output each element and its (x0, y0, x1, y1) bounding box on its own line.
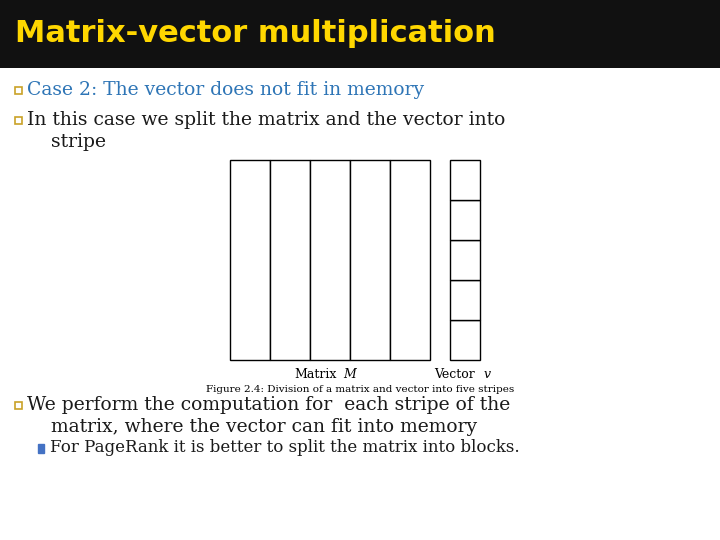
Text: v: v (483, 368, 490, 381)
Bar (450, 240, 480, 280)
Bar (38, 444, 44, 453)
Text: For PageRank it is better to split the matrix into blocks.: For PageRank it is better to split the m… (50, 440, 520, 456)
Text: Matrix-vector multiplication: Matrix-vector multiplication (15, 19, 496, 49)
Text: Vector: Vector (435, 368, 475, 381)
Bar (15, 117, 22, 124)
Bar (450, 280, 480, 320)
Text: Case 2: The vector does not fit in memory: Case 2: The vector does not fit in memor… (27, 81, 424, 99)
Bar (270, 160, 310, 360)
Bar (15, 86, 22, 93)
Text: stripe: stripe (27, 133, 106, 151)
Text: Matrix: Matrix (294, 368, 337, 381)
Text: In this case we split the matrix and the vector into: In this case we split the matrix and the… (27, 111, 505, 129)
Bar (390, 160, 430, 360)
Bar (450, 320, 480, 360)
Text: We perform the computation for  each stripe of the: We perform the computation for each stri… (27, 396, 510, 414)
Text: matrix, where the vector can fit into memory: matrix, where the vector can fit into me… (27, 418, 477, 436)
Bar (450, 200, 480, 240)
Text: Figure 2.4: Division of a matrix and vector into five stripes: Figure 2.4: Division of a matrix and vec… (206, 386, 514, 395)
Bar (310, 160, 350, 360)
Text: M: M (343, 368, 356, 381)
Bar (15, 402, 22, 408)
Bar (350, 160, 390, 360)
Bar (450, 160, 480, 200)
Bar (0, 0, 720, 68)
Bar (230, 160, 270, 360)
